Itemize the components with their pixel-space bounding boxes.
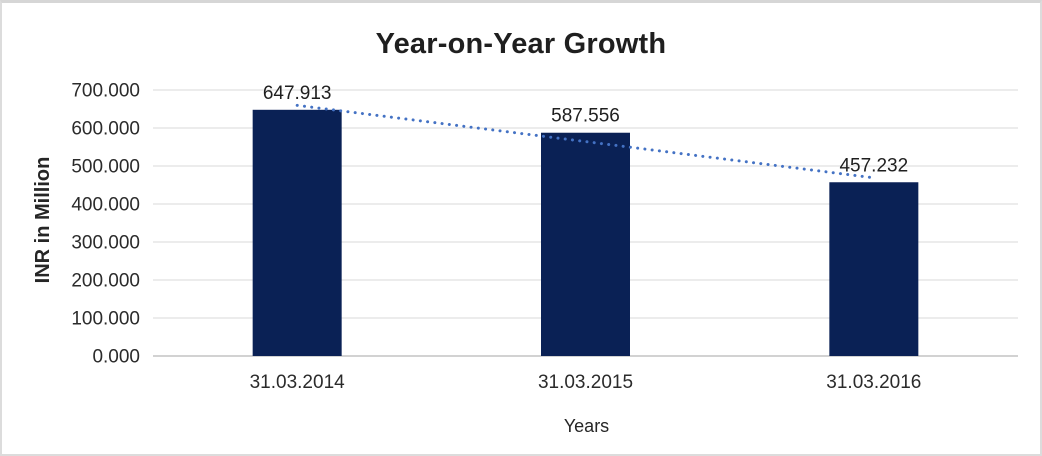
plot-area: 0.000 100.000 200.000 300.000 400.000 500.000…	[71, 81, 1018, 393]
x-tick-label: 31.03.2015	[538, 372, 633, 393]
y-tick-label: 100.000	[71, 309, 140, 330]
y-tick-label: 300.000	[71, 233, 140, 254]
data-label: 587.556	[551, 106, 620, 127]
trendline	[295, 103, 876, 180]
y-tick-label: 700.000	[71, 81, 140, 102]
y-tick-label: 200.000	[71, 271, 140, 292]
x-tick-label: 31.03.2014	[250, 372, 346, 393]
bar-31.03.2016	[829, 182, 919, 356]
data-label: 457.232	[839, 155, 908, 176]
x-axis-title: Years	[563, 416, 610, 436]
data-label: 647.913	[263, 83, 332, 104]
y-tick-label: 400.000	[71, 195, 140, 216]
y-tick-label: 500.000	[71, 157, 140, 178]
y-tick-label: 0.000	[92, 347, 140, 368]
x-tick-label: 31.03.2016	[826, 372, 921, 393]
bar-31.03.2014	[252, 109, 342, 356]
chart-title: Year-on-Year Growth	[375, 28, 667, 60]
bar-31.03.2015	[541, 132, 630, 356]
y-tick-label: 600.000	[71, 119, 140, 140]
